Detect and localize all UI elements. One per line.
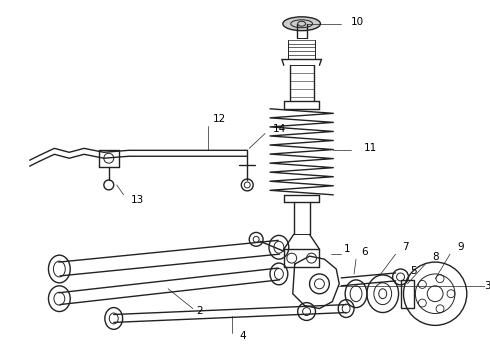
Text: 1: 1 — [344, 244, 351, 254]
Bar — [400, 280, 415, 307]
Text: 11: 11 — [364, 143, 377, 153]
Text: 14: 14 — [273, 123, 286, 134]
Text: 3: 3 — [485, 281, 490, 291]
Text: 5: 5 — [411, 266, 417, 276]
Text: 13: 13 — [130, 195, 144, 205]
Ellipse shape — [283, 17, 320, 31]
Text: 6: 6 — [361, 247, 368, 257]
Text: 12: 12 — [213, 114, 226, 124]
Text: 9: 9 — [457, 242, 464, 252]
Text: 7: 7 — [402, 242, 409, 252]
Text: 2: 2 — [196, 306, 202, 316]
Text: 8: 8 — [432, 252, 439, 262]
Text: 10: 10 — [351, 17, 364, 27]
Text: 4: 4 — [239, 331, 246, 341]
